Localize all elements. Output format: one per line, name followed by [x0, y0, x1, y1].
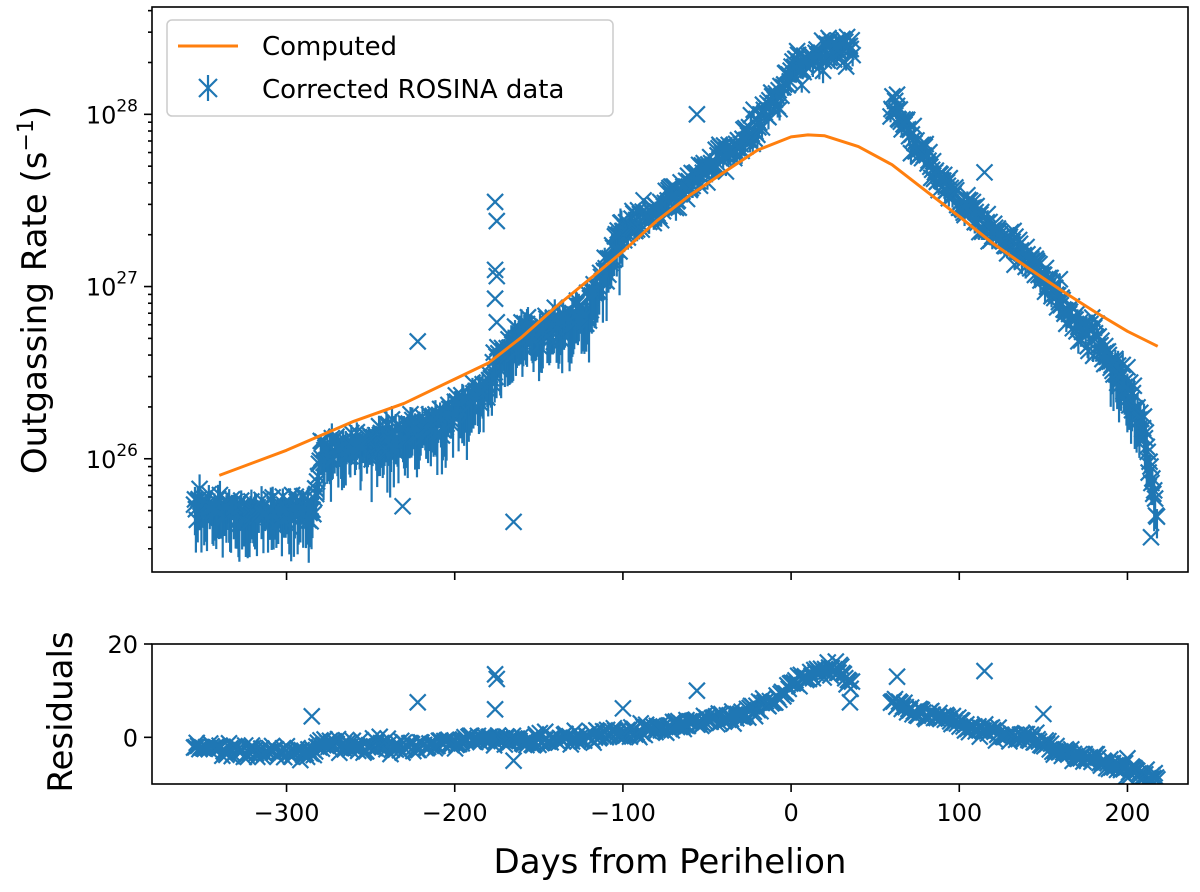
x-tick-label: 200: [1105, 799, 1151, 827]
data-point-outlier: [487, 267, 506, 285]
main-ticks: 1026 1027 1028: [86, 9, 1129, 580]
residual-point-outlier: [614, 699, 632, 718]
data-point: [904, 117, 923, 135]
data-point: [1037, 259, 1055, 277]
data-point: [1135, 407, 1153, 426]
residuals-y-tick-label: 20: [107, 631, 138, 659]
residuals-y-tick-label: 0: [123, 724, 138, 752]
data-point: [920, 143, 939, 161]
data-point: [753, 118, 771, 137]
main-y-tick-label: 1027: [86, 269, 138, 302]
data-point-outlier: [888, 85, 906, 104]
data-point: [883, 87, 902, 106]
legend-computed-label: Computed: [262, 32, 397, 62]
data-point: [1145, 481, 1163, 500]
data-point-outlier: [486, 193, 504, 211]
data-point: [1146, 489, 1164, 508]
data-point: [1113, 356, 1132, 374]
x-tick-label: 100: [936, 799, 982, 827]
residual-point-outlier: [1118, 749, 1137, 768]
residual-point: [841, 680, 860, 698]
data-point-outlier: [688, 105, 706, 124]
residual-point-outlier: [975, 662, 994, 680]
data-point-outlier: [504, 513, 523, 531]
data-point-outlier: [1142, 528, 1160, 547]
residual-point: [1145, 764, 1164, 782]
main-y-axis-label: Outgassing Rate (s−1): [14, 106, 55, 474]
data-point-outlier: [1118, 358, 1137, 377]
x-tick-label: 0: [783, 799, 798, 827]
data-point: [706, 158, 724, 176]
data-point-outlier: [486, 289, 504, 308]
legend-box: [166, 19, 614, 117]
legend-rosina-label: Corrected ROSINA data: [262, 75, 564, 105]
main-plot-area: [185, 28, 1166, 563]
main-axes-frame: [151, 6, 1189, 573]
legend: Computed Corrected ROSINA data: [166, 19, 614, 117]
data-point: [1148, 507, 1166, 526]
data-point-outlier: [393, 497, 412, 516]
residual-point-outlier: [408, 693, 427, 712]
legend-rosina-swatch: [198, 75, 218, 101]
main-y-tick-label: 1026: [86, 441, 138, 474]
data-point-outlier: [975, 163, 994, 182]
residual-point: [843, 672, 861, 691]
data-point: [1125, 376, 1143, 395]
residual-point: [1148, 770, 1167, 784]
x-tick-label: −200: [422, 799, 488, 827]
residual-point-outlier: [486, 665, 504, 684]
data-point: [837, 57, 855, 76]
computed-line: [218, 133, 1159, 477]
data-point-outlier: [487, 313, 506, 332]
x-tick-label: −100: [590, 799, 656, 827]
x-tick-label: −300: [254, 799, 320, 827]
residual-point: [1133, 770, 1152, 784]
data-point: [634, 191, 653, 210]
main-panel: 1026 1027 1028 Outgassing Rate (s−1) Compu…: [14, 6, 1189, 580]
residual-point-outlier: [487, 670, 506, 688]
residual-point-outlier: [888, 667, 906, 686]
residuals-panel: 0 20 −300 −200 −100 0 100 200 Residuals Days fr…: [41, 631, 1189, 882]
data-point-outlier: [408, 332, 427, 351]
residuals-ticks: 0 20 −300 −200 −100 0 100 200: [107, 631, 1150, 827]
data-point: [842, 31, 861, 50]
residual-point-outlier: [1034, 705, 1053, 723]
residual-point-outlier: [841, 693, 859, 712]
data-point-outlier: [487, 212, 506, 230]
residual-point-outlier: [302, 707, 321, 726]
residual-point-outlier: [486, 700, 504, 719]
data-point: [304, 505, 323, 523]
main-y-tick-label: 1028: [86, 96, 138, 129]
data-point: [843, 46, 862, 64]
data-point-outlier: [486, 261, 504, 279]
data-point: [947, 181, 966, 200]
residual-point-outlier: [504, 751, 523, 770]
residuals-axes-frame: [151, 643, 1189, 785]
residual-point-outlier: [688, 681, 706, 700]
x-axis-label: Days from Perihelion: [494, 842, 847, 882]
residuals-plot-area: [185, 652, 1167, 784]
data-point: [1096, 337, 1114, 355]
residual-point: [840, 672, 859, 690]
residuals-y-axis-label: Residuals: [41, 631, 81, 792]
